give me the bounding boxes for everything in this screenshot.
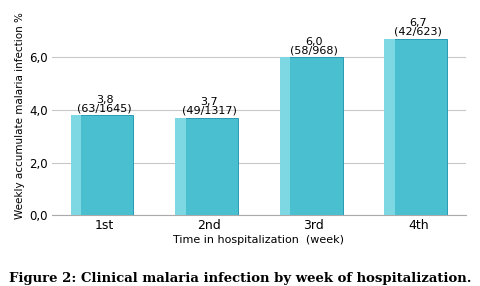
Text: 6,0: 6,0 xyxy=(304,37,322,47)
Text: (49/1317): (49/1317) xyxy=(181,106,236,116)
Text: (63/1645): (63/1645) xyxy=(77,103,132,113)
Bar xyxy=(384,39,394,215)
Text: (42/623): (42/623) xyxy=(394,27,442,37)
X-axis label: Time in hospitalization  (week): Time in hospitalization (week) xyxy=(173,235,344,245)
Bar xyxy=(175,118,185,215)
Text: 3,7: 3,7 xyxy=(200,97,217,107)
Bar xyxy=(71,115,81,215)
Bar xyxy=(76,115,133,215)
Text: 6,7: 6,7 xyxy=(409,18,426,28)
Bar xyxy=(285,57,342,215)
Bar xyxy=(389,39,446,215)
Bar xyxy=(279,57,289,215)
Text: 3,8: 3,8 xyxy=(96,95,113,105)
Text: (58/968): (58/968) xyxy=(289,45,337,55)
Y-axis label: Weekly accumulate malaria infection %: Weekly accumulate malaria infection % xyxy=(15,12,25,219)
Bar xyxy=(180,118,238,215)
Text: Figure 2: Clinical malaria infection by week of hospitalization.: Figure 2: Clinical malaria infection by … xyxy=(9,273,471,285)
